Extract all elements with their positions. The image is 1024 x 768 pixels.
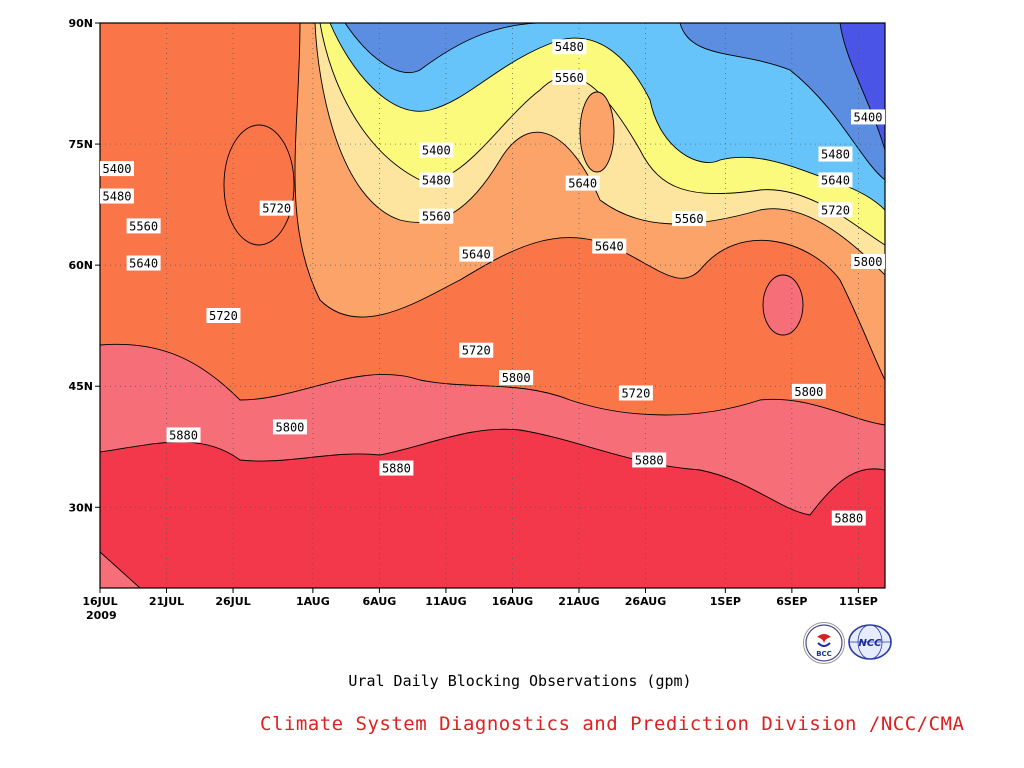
svg-text:5640: 5640 (821, 173, 850, 187)
contour-label: 5400 (419, 142, 454, 158)
contour-label: 5880 (166, 427, 201, 443)
contour-band (762, 274, 804, 336)
credit-text: Climate System Diagnostics and Predictio… (260, 713, 965, 735)
y-tick-label: 60N (68, 259, 93, 272)
svg-text:5880: 5880 (635, 453, 664, 467)
contour-band (223, 124, 295, 246)
svg-text:5720: 5720 (462, 344, 491, 358)
x-tick-label: 1SEP (710, 595, 741, 608)
svg-text:5880: 5880 (382, 462, 411, 476)
svg-text:5480: 5480 (555, 40, 584, 54)
x-tick-label: 21AUG (558, 595, 599, 608)
svg-text:5480: 5480 (103, 190, 132, 204)
svg-text:5400: 5400 (854, 110, 883, 124)
contour-label: 5480 (100, 188, 134, 204)
contour-label: 5560 (126, 218, 161, 234)
contour-label: 5800 (851, 253, 885, 269)
svg-text:5400: 5400 (422, 144, 451, 158)
x-axis: 16JUL 21JUL 26JUL 1AUG 6AUG 11AUG 16AUG 21AUG 26… (82, 588, 878, 622)
y-tick-label: 45N (68, 380, 93, 393)
x-tick-label: 16AUG (492, 595, 533, 608)
contour-label: 5800 (791, 383, 826, 399)
svg-text:5720: 5720 (262, 202, 291, 216)
contour-label: 5720 (259, 200, 294, 216)
svg-text:5640: 5640 (595, 240, 624, 254)
contour-label: 5880 (831, 510, 866, 526)
grid-lines (100, 23, 885, 588)
svg-text:5560: 5560 (129, 219, 158, 233)
x-year-label: 2009 (86, 609, 117, 622)
ncc-logo: NCC (847, 622, 892, 662)
svg-text:5640: 5640 (129, 257, 158, 271)
contour-label: 5640 (818, 172, 853, 188)
svg-text:5640: 5640 (568, 177, 597, 191)
y-axis: 90N 75N 60N 45N 30N (68, 17, 100, 514)
contour-label: 5880 (632, 452, 667, 468)
contour-label: 5800 (272, 419, 307, 435)
svg-text:5640: 5640 (462, 248, 491, 262)
contour-labels: 5480 5560 5400 5480 5640 5720 5800 5640 5640 5560… (100, 39, 885, 526)
x-tick-label: 6AUG (363, 595, 397, 608)
x-tick-label: 11SEP (839, 595, 878, 608)
contour-bands (100, 23, 885, 588)
x-tick-label: 21JUL (149, 595, 184, 608)
bcc-logo: BCC (803, 622, 845, 664)
contour-label: 5560 (552, 69, 587, 85)
contour-band (100, 551, 141, 588)
contour-label: 5720 (459, 342, 494, 358)
contour-label: 5640 (592, 238, 627, 254)
chart-title: Ural Daily Blocking Observations (gpm) (348, 672, 692, 690)
x-tick-label: 16JUL (82, 595, 117, 608)
contour-label: 5880 (379, 460, 414, 476)
svg-text:5560: 5560 (675, 212, 704, 226)
contour-label: 5640 (565, 175, 600, 191)
x-tick-label: 11AUG (425, 595, 466, 608)
contour-label: 5400 (851, 109, 885, 125)
contour-band (100, 428, 885, 588)
svg-text:BCC: BCC (816, 650, 832, 658)
x-tick-label: 1AUG (296, 595, 330, 608)
y-tick-label: 30N (68, 501, 93, 514)
contour-label: 5720 (618, 385, 653, 401)
x-tick-label: 26JUL (215, 595, 250, 608)
svg-text:5480: 5480 (422, 173, 451, 187)
y-tick-label: 75N (68, 138, 93, 151)
contour-label: 5480 (419, 172, 454, 188)
svg-text:5800: 5800 (502, 371, 531, 385)
svg-text:5720: 5720 (821, 203, 850, 217)
plot-frame (99, 22, 886, 589)
svg-text:5720: 5720 (621, 386, 650, 400)
svg-text:5560: 5560 (555, 71, 584, 85)
contour-label: 5640 (126, 255, 161, 271)
x-tick-label: 6SEP (776, 595, 807, 608)
svg-text:5880: 5880 (169, 428, 198, 442)
contour-label: 5560 (419, 208, 454, 224)
svg-text:5800: 5800 (854, 255, 883, 269)
svg-text:5480: 5480 (821, 148, 850, 162)
contour-label: 5480 (818, 146, 853, 162)
contour-label: 5720 (206, 307, 241, 323)
svg-text:5800: 5800 (276, 420, 305, 434)
svg-text:5560: 5560 (422, 210, 451, 224)
svg-text:5720: 5720 (209, 309, 238, 323)
y-tick-label: 90N (68, 17, 93, 30)
contour-band (579, 91, 615, 173)
svg-text:5880: 5880 (834, 512, 863, 526)
x-tick-label: 26AUG (625, 595, 666, 608)
contour-label: 5480 (552, 39, 587, 55)
contour-label: 5560 (672, 211, 707, 227)
contour-label: 5800 (499, 370, 534, 386)
contour-label: 5400 (100, 161, 134, 177)
contour-label: 5640 (459, 246, 494, 262)
svg-text:5400: 5400 (103, 162, 132, 176)
contour-label: 5720 (818, 202, 853, 218)
svg-text:5800: 5800 (794, 385, 823, 399)
svg-text:NCC: NCC (858, 638, 882, 649)
